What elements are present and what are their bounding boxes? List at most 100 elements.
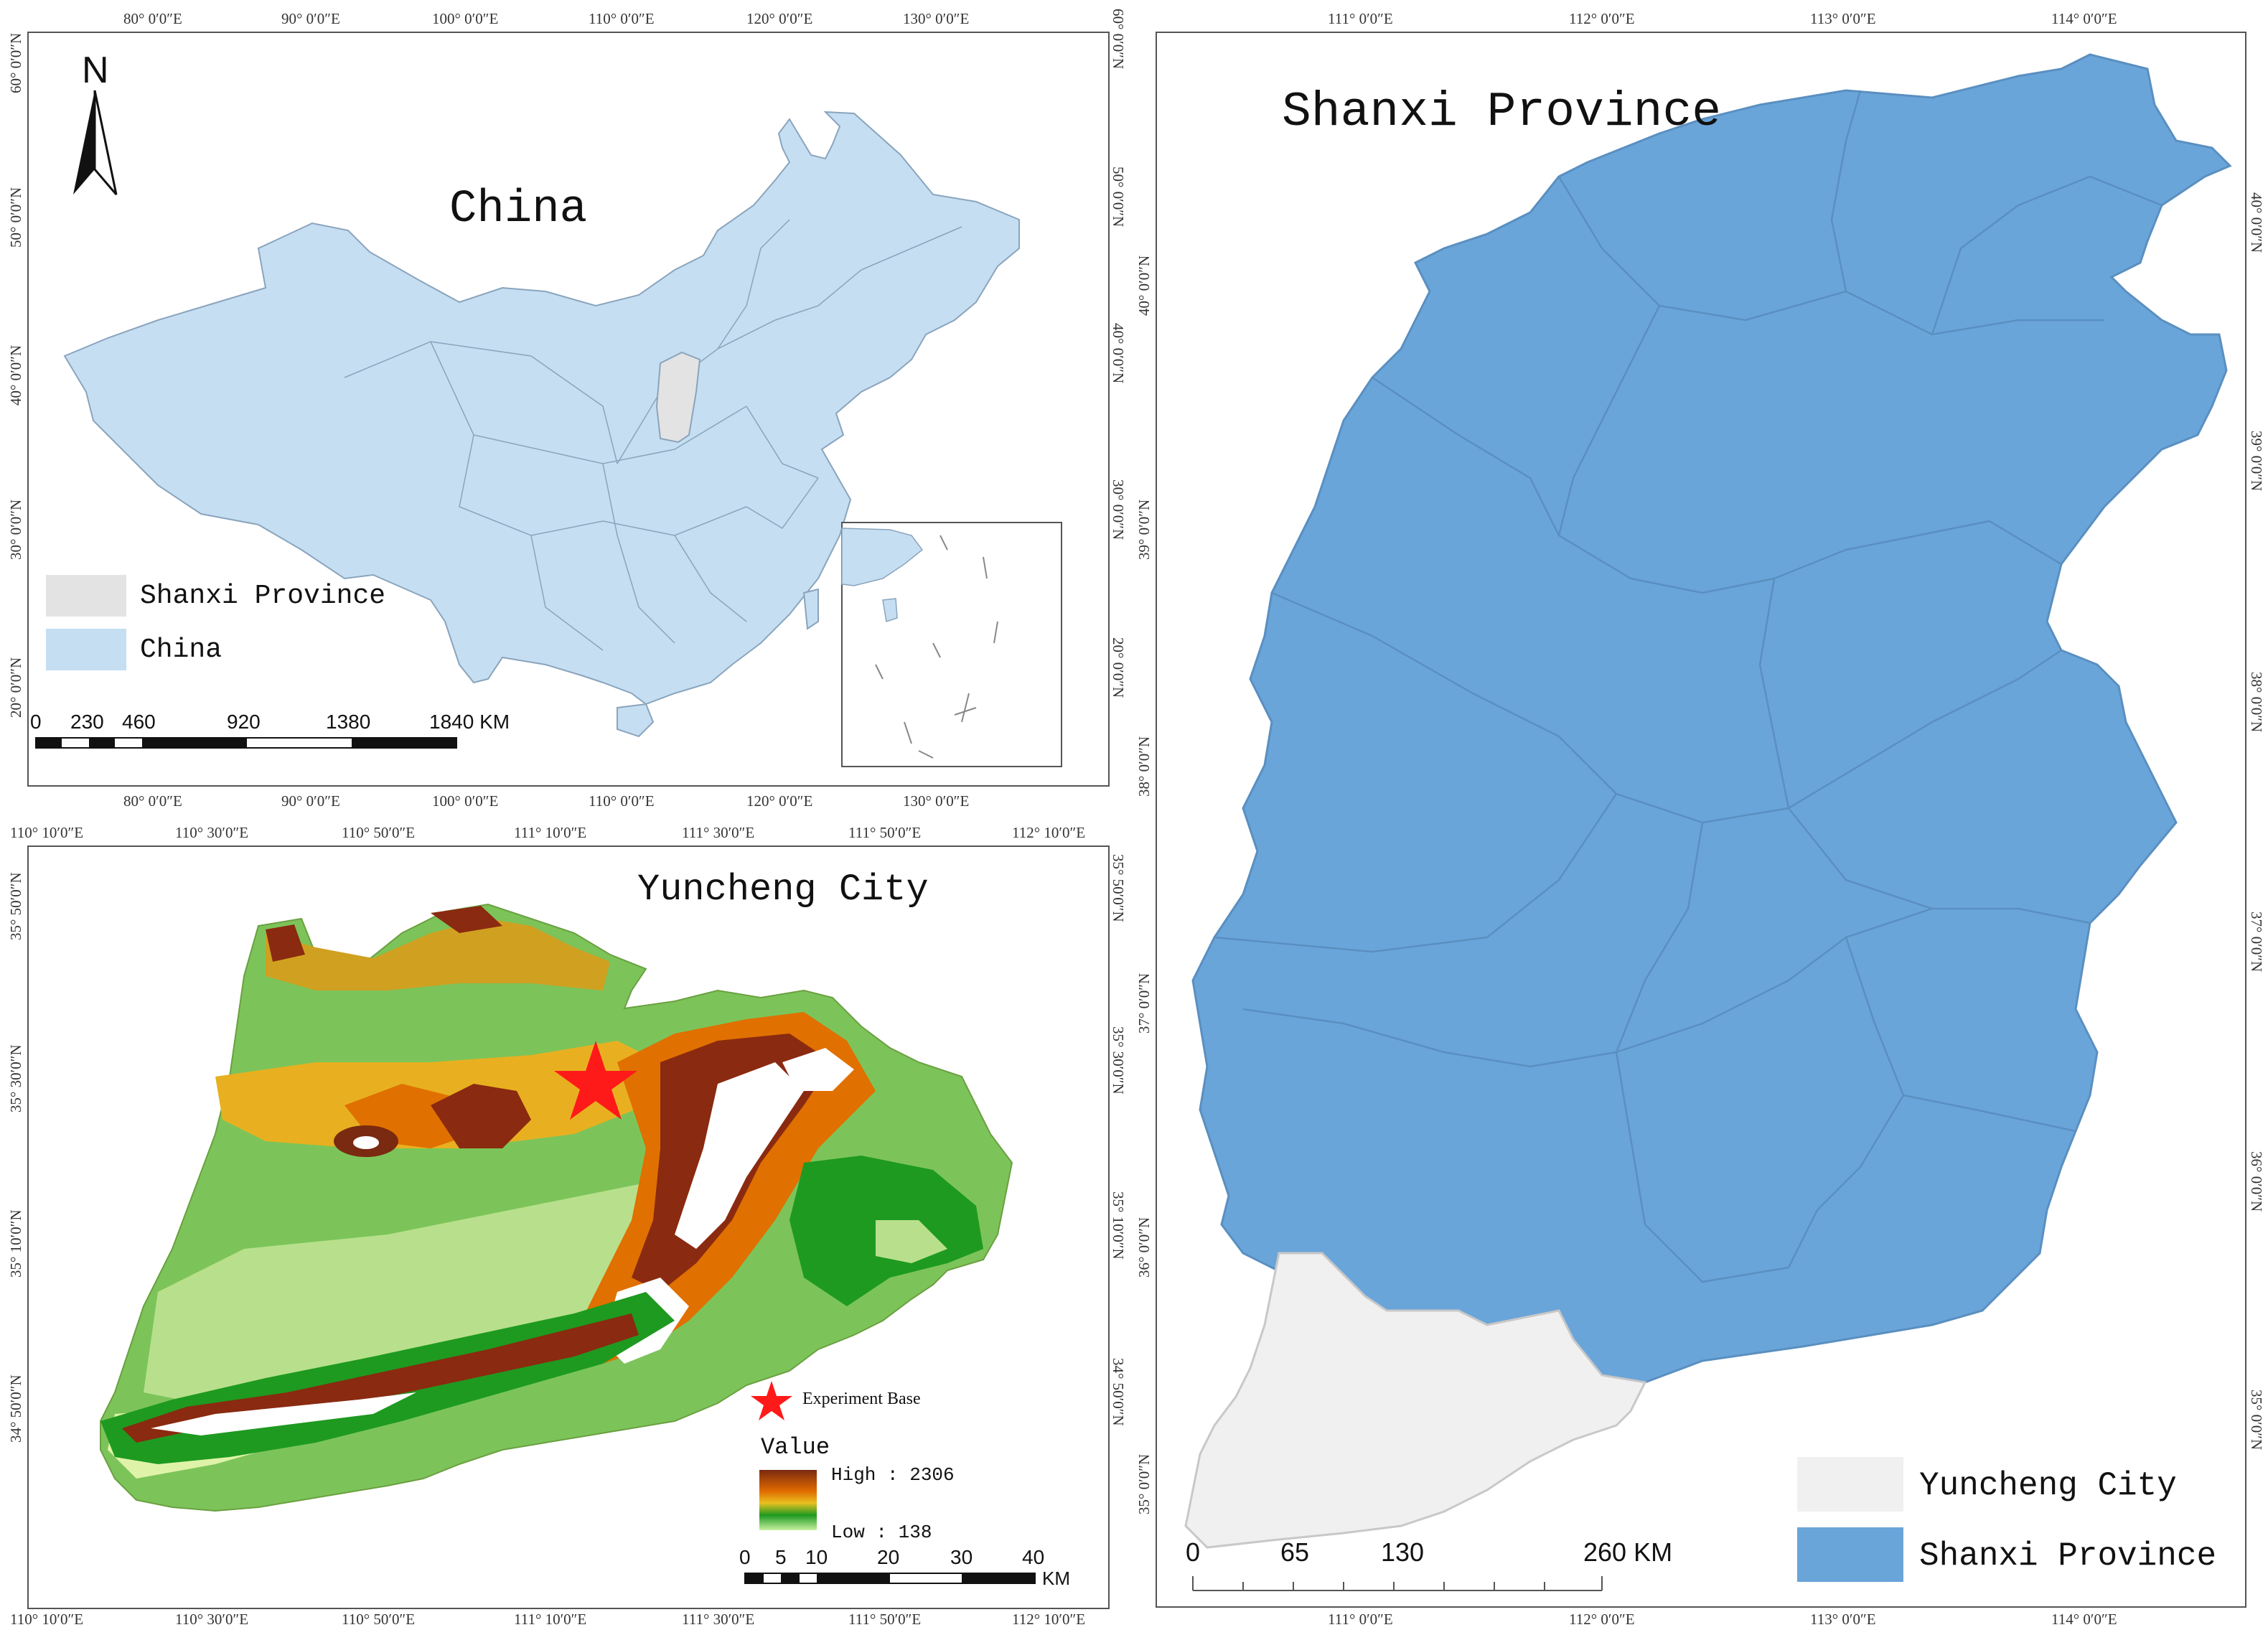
shanxi-scale-260: 260 KM [1583, 1537, 1673, 1567]
yc-lon-top-5: 111° 30′0″E [682, 824, 755, 841]
sx-lon-top-113: 113° 0′0″E [1810, 10, 1876, 27]
yc-lat-right-2: 35° 30′0″N [1110, 1026, 1127, 1095]
china-map-frame: China N Shanxi Province China 0 230 460 … [27, 32, 1110, 787]
yc-lon-top-2: 110° 30′0″E [175, 824, 249, 841]
china-lon-top-110: 110° 0′0″E [589, 10, 655, 27]
china-lon-top-130: 130° 0′0″E [903, 10, 970, 27]
sx-lat-right-38: 38° 0′0″N [2248, 672, 2265, 733]
yc-lon-bottom-3: 110° 50′0″E [342, 1611, 416, 1628]
value-low: Low : 138 [831, 1522, 932, 1543]
china-lon-bottom-90: 90° 0′0″E [281, 792, 340, 810]
sx-lat-left-40: 40° 0′0″N [1135, 255, 1153, 316]
yc-lat-left-4: 34° 50′0″N [7, 1374, 24, 1443]
china-lat-left-50: 50° 0′0″N [7, 187, 24, 248]
sx-lat-right-39: 39° 0′0″N [2248, 431, 2265, 492]
china-scale-920: 920 [227, 711, 261, 733]
shanxi-legend-shanxi: Shanxi Province [1919, 1537, 2217, 1575]
china-lon-bottom-130: 130° 0′0″E [903, 792, 970, 810]
yc-lon-bottom-5: 111° 30′0″E [682, 1611, 755, 1628]
china-scale-230: 230 [70, 711, 104, 733]
yuncheng-title: Yuncheng City [637, 868, 929, 911]
china-title: China [449, 184, 588, 235]
china-lat-right-30: 30° 0′0″N [1110, 479, 1127, 540]
china-legend-china: China [140, 634, 222, 665]
china-lon-bottom-80: 80° 0′0″E [123, 792, 182, 810]
shanxi-scale-130: 130 [1381, 1537, 1425, 1567]
china-lon-top-100: 100° 0′0″E [432, 10, 499, 27]
sx-lat-right-36: 36° 0′0″N [2248, 1151, 2265, 1212]
china-map [35, 90, 1062, 767]
yuncheng-dem-map [100, 903, 1036, 1584]
shanxi-map-frame: Shanxi Province Yuncheng City Shanxi Pro… [1156, 32, 2246, 1608]
shanxi-title: Shanxi Province [1282, 85, 1722, 140]
china-shanxi-highlight [655, 351, 701, 444]
china-scale-bar [35, 737, 457, 749]
yuncheng-scale-20: 20 [877, 1546, 900, 1568]
china-lon-top-120: 120° 0′0″E [746, 10, 813, 27]
china-lat-right-20: 20° 0′0″N [1110, 637, 1127, 698]
shanxi-legend-yuncheng: Yuncheng City [1919, 1467, 2177, 1504]
experiment-base-label: Experiment Base [802, 1390, 921, 1408]
yc-lon-bottom-6: 111° 50′0″E [848, 1611, 922, 1628]
china-lat-left-20: 20° 0′0″N [7, 657, 24, 718]
yc-lon-top-3: 110° 50′0″E [342, 824, 416, 841]
yc-lon-bottom-1: 110° 10′0″E [10, 1611, 84, 1628]
shanxi-scale-0: 0 [1186, 1537, 1201, 1567]
china-scale-1380: 1380 [326, 711, 371, 733]
yc-lon-top-7: 112° 10′0″E [1012, 824, 1086, 841]
yuncheng-scale-5: 5 [775, 1546, 787, 1568]
sx-lat-left-36: 36° 0′0″N [1135, 1217, 1153, 1278]
sx-lat-left-38: 38° 0′0″N [1135, 736, 1153, 797]
yc-lat-left-1: 35° 50′0″N [7, 872, 24, 940]
sx-lat-left-39: 39° 0′0″N [1135, 499, 1153, 560]
shanxi-map [1184, 53, 2232, 1591]
shanxi-scale-65: 65 [1280, 1537, 1310, 1567]
yc-lat-left-3: 35° 10′0″N [7, 1209, 24, 1278]
yc-lon-bottom-7: 112° 10′0″E [1012, 1611, 1086, 1628]
china-scale-1840: 1840 KM [429, 711, 510, 733]
yuncheng-map-frame: Yuncheng City Experiment Base Value High… [27, 845, 1110, 1609]
shanxi-shape [1191, 53, 2232, 1384]
yuncheng-scale-40: 40 [1022, 1546, 1045, 1568]
yc-lon-top-4: 111° 10′0″E [514, 824, 587, 841]
sx-lon-top-114: 114° 0′0″E [2051, 10, 2117, 27]
yc-lon-top-1: 110° 10′0″E [10, 824, 84, 841]
value-title: Value [761, 1434, 830, 1461]
sx-lat-left-37: 37° 0′0″N [1135, 973, 1153, 1034]
sx-lat-left-35: 35° 0′0″N [1135, 1453, 1153, 1514]
china-lat-right-50: 50° 0′0″N [1110, 167, 1127, 228]
sx-lon-top-112: 112° 0′0″E [1569, 10, 1635, 27]
china-lon-bottom-120: 120° 0′0″E [746, 792, 813, 810]
shanxi-yuncheng-shape [1184, 1252, 1647, 1549]
yc-lon-bottom-4: 111° 10′0″E [514, 1611, 587, 1628]
china-lat-right-40: 40° 0′0″N [1110, 323, 1127, 384]
dem-color-ramp [759, 1470, 817, 1530]
yuncheng-scale-10: 10 [805, 1546, 828, 1568]
sx-lat-right-37: 37° 0′0″N [2248, 912, 2265, 973]
china-scale-460: 460 [122, 711, 156, 733]
yc-lon-top-6: 111° 50′0″E [848, 824, 922, 841]
north-label: N [82, 50, 109, 91]
sx-lon-bottom-113: 113° 0′0″E [1810, 1611, 1876, 1628]
china-scale-0: 0 [30, 711, 42, 733]
yc-lat-left-2: 35° 30′0″N [7, 1044, 24, 1112]
yc-lat-right-4: 34° 50′0″N [1110, 1358, 1127, 1426]
sx-lon-bottom-114: 114° 0′0″E [2051, 1611, 2117, 1628]
shanxi-scale-bar [1192, 1576, 1603, 1591]
china-lon-bottom-100: 100° 0′0″E [432, 792, 499, 810]
yc-lat-right-1: 35° 50′0″N [1110, 854, 1127, 922]
china-lon-bottom-110: 110° 0′0″E [589, 792, 655, 810]
yuncheng-scale-0: 0 [739, 1546, 751, 1568]
china-legend-shanxi: Shanxi Province [140, 581, 386, 612]
china-lat-left-60: 60° 0′0″N [7, 32, 24, 93]
sx-lon-top-111: 111° 0′0″E [1328, 10, 1393, 27]
yuncheng-scale-bar [744, 1573, 1036, 1584]
china-lat-left-40: 40° 0′0″N [7, 345, 24, 406]
china-lon-top-90: 90° 0′0″E [281, 10, 340, 27]
yuncheng-scale-30: 30 [950, 1546, 973, 1568]
china-lat-right-60: 60° 0′0″N [1110, 9, 1127, 70]
china-lat-left-30: 30° 0′0″N [7, 499, 24, 560]
north-arrow [73, 90, 118, 195]
yc-lon-bottom-2: 110° 30′0″E [175, 1611, 249, 1628]
china-lon-top-80: 80° 0′0″E [123, 10, 182, 27]
